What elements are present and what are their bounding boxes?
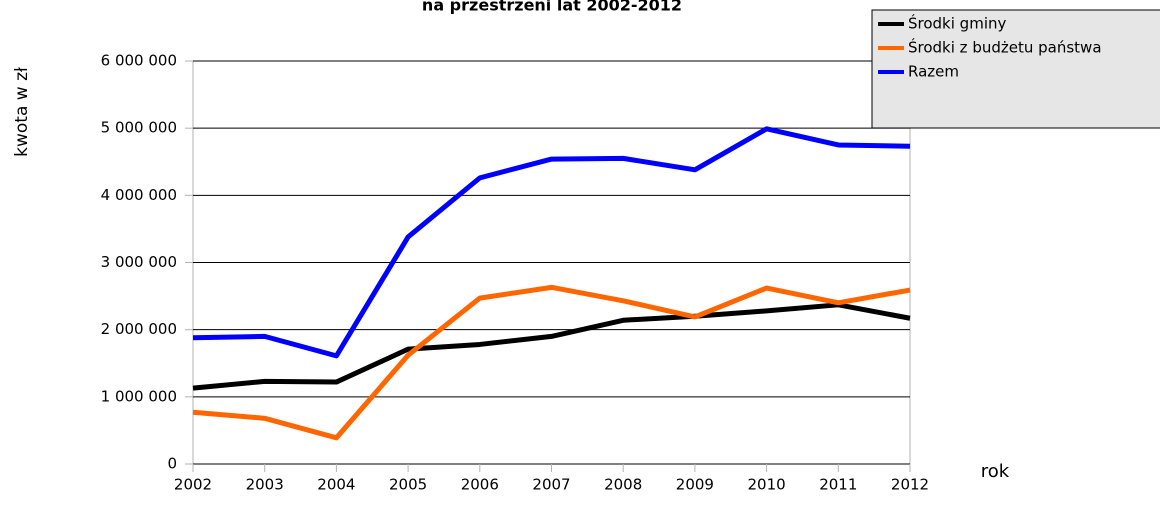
x-tick-label: 2006 (461, 476, 499, 494)
y-tick-label: 3 000 000 (101, 253, 177, 271)
x-tick-label: 2004 (317, 476, 355, 494)
x-tick-label: 2009 (676, 476, 714, 494)
y-tick-label: 1 000 000 (101, 387, 177, 405)
series-line (192, 126, 911, 359)
x-tick-label: 2012 (891, 476, 929, 494)
x-tick-label: 2010 (748, 476, 786, 494)
x-axis-label: rok (981, 461, 1010, 482)
x-tick-label: 2011 (819, 476, 857, 494)
x-tick-label: 2007 (532, 476, 570, 494)
legend-label: Środki z budżetu państwa (908, 38, 1102, 57)
legend-label: Razem (908, 63, 959, 81)
legend-label: Środki gminy (908, 14, 1006, 33)
y-tick-label: 6 000 000 (101, 52, 177, 70)
chart-title: na przestrzeni lat 2002-2012 (422, 0, 682, 15)
y-tick-label: 5 000 000 (101, 119, 177, 137)
y-tick-label: 4 000 000 (101, 186, 177, 204)
series-line (192, 284, 911, 441)
y-axis-label: kwota w zł (12, 67, 32, 157)
x-tick-label: 2008 (604, 476, 642, 494)
legend-box (871, 9, 1160, 129)
y-tick-label: 2 000 000 (101, 320, 177, 338)
x-tick-label: 2003 (246, 476, 284, 494)
x-tick-label: 2002 (174, 476, 212, 494)
y-tick-label: 0 (167, 455, 177, 473)
series-line (192, 302, 911, 391)
x-tick-label: 2005 (389, 476, 427, 494)
